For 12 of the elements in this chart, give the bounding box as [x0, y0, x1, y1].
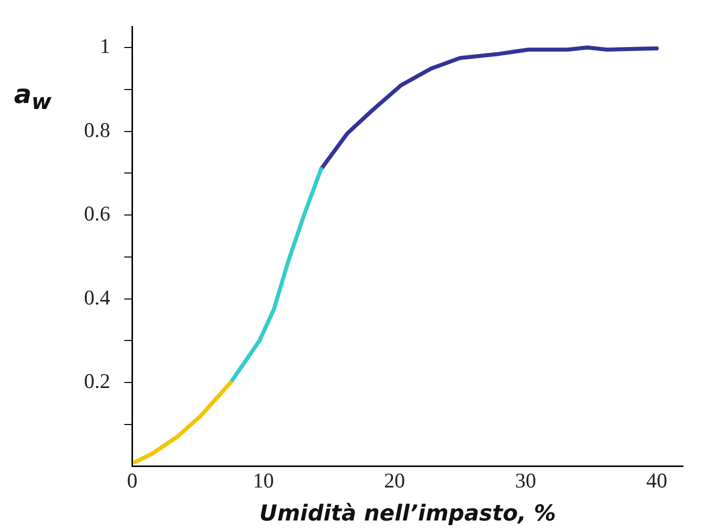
y-tick-label: 0.8	[84, 118, 110, 142]
x-axis-title: Umidità nell’impasto, %	[259, 502, 556, 527]
y-tick-label: 0.4	[84, 285, 111, 310]
x-tick-label: 0	[127, 468, 138, 493]
y-axis-title: a$_{w}$	[14, 80, 52, 116]
x-tick-label: 30	[515, 468, 536, 493]
y-tick-label: 0.6	[84, 202, 110, 226]
x-tick-label: 40	[646, 468, 668, 493]
y-tick-label: 1	[100, 34, 110, 58]
y-tick-label: 0.2	[84, 369, 110, 394]
x-tick-label: 20	[384, 468, 406, 493]
x-tick-label: 10	[252, 468, 274, 493]
